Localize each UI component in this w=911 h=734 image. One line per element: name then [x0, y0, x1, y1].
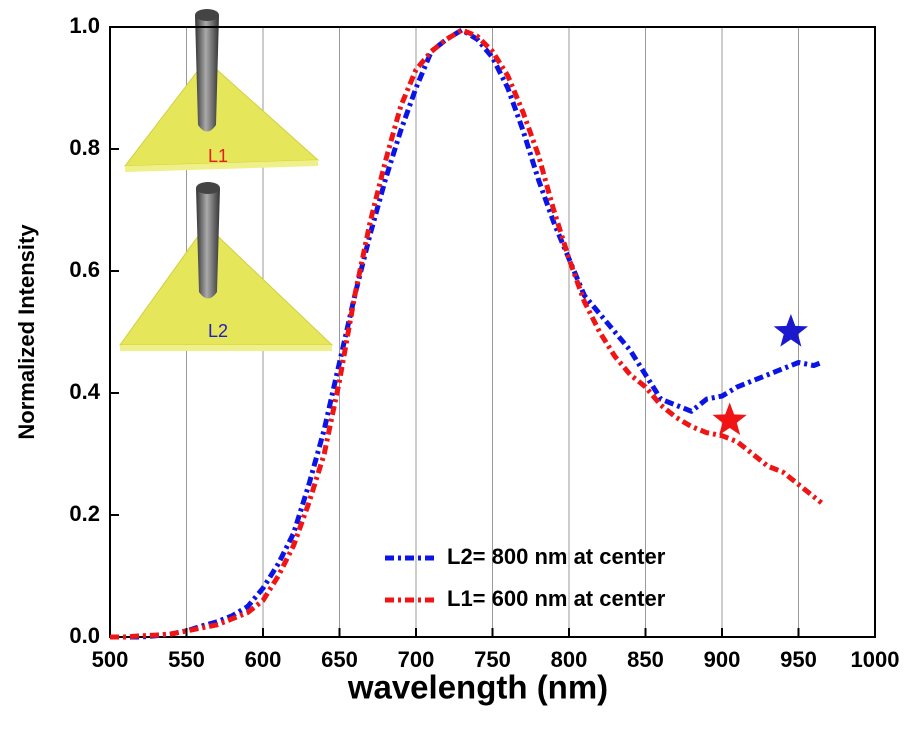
- y-tick-label: 0.2: [69, 501, 100, 526]
- x-tick-label: 500: [92, 647, 129, 672]
- series-line: [110, 27, 823, 640]
- y-tick-label: 1.0: [69, 13, 100, 38]
- star-marker: [773, 314, 808, 347]
- legend-label: L1= 600 nm at center: [447, 586, 666, 611]
- x-tick-label: 600: [245, 647, 282, 672]
- y-axis-label: Normalized Intensity: [14, 224, 39, 440]
- x-tick-label: 800: [551, 647, 588, 672]
- y-tick-label: 0.4: [69, 379, 100, 404]
- x-tick-label: 950: [780, 647, 817, 672]
- x-tick-label: 900: [704, 647, 741, 672]
- x-tick-label: 550: [168, 647, 205, 672]
- series-line: [110, 27, 824, 640]
- x-tick-label: 700: [398, 647, 435, 672]
- y-tick-label: 0.0: [69, 623, 100, 648]
- x-tick-label: 750: [474, 647, 511, 672]
- y-tick-label: 0.8: [69, 135, 100, 160]
- star-marker: [712, 402, 747, 435]
- legend-label: L2= 800 nm at center: [447, 544, 666, 569]
- inset-illustration: L1 L2: [119, 9, 334, 351]
- x-tick-label: 850: [627, 647, 664, 672]
- y-tick-label: 0.6: [69, 257, 100, 282]
- x-tick-label: 650: [321, 647, 358, 672]
- inset-label: L1: [208, 146, 228, 166]
- inset-label: L2: [208, 321, 228, 341]
- x-tick-label: 1000: [851, 647, 900, 672]
- x-axis-label: wavelength (nm): [347, 669, 608, 706]
